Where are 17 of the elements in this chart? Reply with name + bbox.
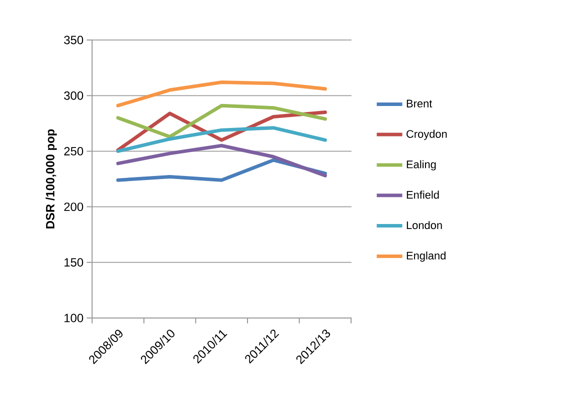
- y-tick-label: 300: [64, 91, 84, 100]
- y-axis-title: DSR /100,000 pop: [46, 129, 57, 228]
- legend-label: Ealing: [406, 160, 436, 170]
- line-series: [116, 144, 327, 178]
- legend-label: Enfield: [406, 190, 439, 199]
- line-series: [116, 104, 327, 138]
- y-tick-label: 150: [64, 258, 84, 267]
- legend-label: England: [406, 251, 446, 262]
- line-series: [116, 80, 327, 108]
- y-tick-label: 200: [64, 202, 84, 212]
- y-tick-label: 100: [64, 314, 84, 322]
- legend-label: Croydon: [406, 130, 447, 140]
- y-tick-label: 250: [64, 146, 84, 156]
- legend-label: London: [406, 221, 442, 230]
- legend-label: Brent: [406, 100, 432, 108]
- line-series: [116, 126, 327, 153]
- y-tick-label: 350: [64, 36, 84, 44]
